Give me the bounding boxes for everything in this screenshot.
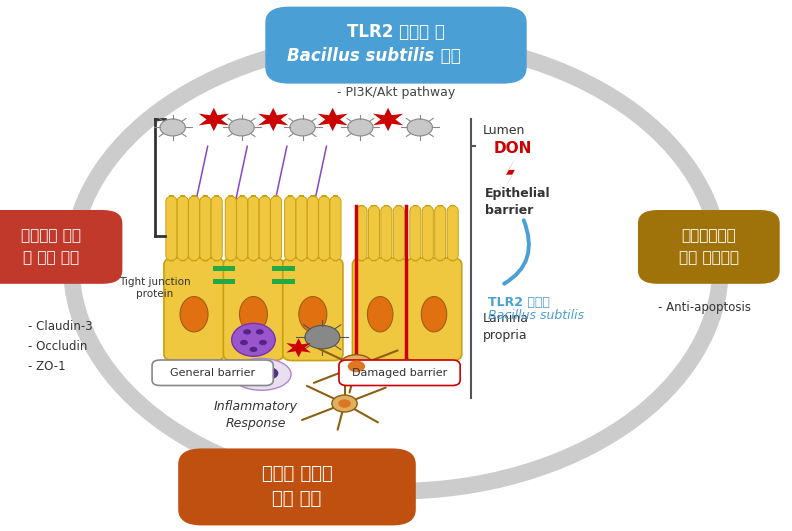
FancyBboxPatch shape: [296, 196, 307, 261]
Ellipse shape: [253, 367, 278, 380]
Text: - PI3K/Akt pathway: - PI3K/Akt pathway: [337, 86, 455, 99]
Text: 자극: 자극: [435, 47, 460, 65]
FancyBboxPatch shape: [339, 360, 460, 386]
FancyBboxPatch shape: [638, 210, 779, 284]
Circle shape: [348, 361, 365, 372]
Text: 질 발현 증가: 질 발현 증가: [24, 250, 79, 265]
Text: Bacillus subtilis: Bacillus subtilis: [488, 310, 584, 322]
FancyBboxPatch shape: [188, 196, 200, 261]
FancyBboxPatch shape: [381, 205, 392, 261]
FancyBboxPatch shape: [166, 196, 177, 261]
Polygon shape: [373, 108, 403, 131]
FancyBboxPatch shape: [237, 196, 248, 261]
FancyBboxPatch shape: [307, 196, 318, 261]
FancyBboxPatch shape: [271, 196, 282, 261]
Text: DON: DON: [494, 141, 532, 156]
Text: Tight junction
protein: Tight junction protein: [119, 277, 190, 299]
Text: 곰팡이독소에: 곰팡이독소에: [681, 228, 737, 243]
FancyBboxPatch shape: [164, 258, 224, 361]
FancyBboxPatch shape: [406, 258, 462, 361]
FancyBboxPatch shape: [225, 196, 236, 261]
Circle shape: [305, 326, 340, 349]
Text: TLR2 리간드 및: TLR2 리간드 및: [347, 23, 445, 41]
Polygon shape: [505, 158, 516, 187]
Text: TLR2 리간드: TLR2 리간드: [488, 296, 550, 309]
Text: - Anti-apoptosis: - Anti-apoptosis: [658, 301, 752, 314]
Text: Epithelial
barrier: Epithelial barrier: [485, 187, 550, 217]
FancyBboxPatch shape: [356, 205, 367, 261]
FancyBboxPatch shape: [213, 279, 235, 284]
FancyBboxPatch shape: [394, 205, 405, 261]
FancyBboxPatch shape: [447, 205, 459, 261]
Circle shape: [339, 355, 374, 378]
Text: Bacillus subtilis: Bacillus subtilis: [287, 47, 434, 65]
Ellipse shape: [180, 296, 208, 332]
Ellipse shape: [299, 296, 327, 332]
Ellipse shape: [231, 323, 276, 356]
FancyBboxPatch shape: [284, 196, 295, 261]
Circle shape: [332, 395, 357, 412]
Text: 타잇정션 단백: 타잇정션 단백: [21, 228, 82, 243]
Text: 대한 보호효과: 대한 보호효과: [679, 250, 739, 265]
Text: Lamina
propria: Lamina propria: [483, 312, 529, 341]
Text: General barrier: General barrier: [170, 368, 256, 378]
Polygon shape: [318, 108, 348, 131]
FancyBboxPatch shape: [272, 279, 295, 284]
Circle shape: [240, 340, 248, 345]
FancyBboxPatch shape: [330, 196, 341, 261]
Circle shape: [249, 347, 257, 352]
FancyArrowPatch shape: [505, 220, 529, 284]
FancyBboxPatch shape: [223, 258, 284, 361]
Circle shape: [259, 340, 267, 345]
Polygon shape: [199, 108, 229, 131]
Ellipse shape: [367, 296, 393, 332]
Text: Lumen: Lumen: [483, 124, 526, 136]
Polygon shape: [286, 338, 311, 357]
Circle shape: [256, 329, 264, 335]
Circle shape: [348, 119, 373, 136]
FancyBboxPatch shape: [272, 266, 295, 271]
FancyBboxPatch shape: [409, 205, 421, 261]
Text: Damaged barrier: Damaged barrier: [352, 368, 447, 378]
FancyBboxPatch shape: [318, 196, 329, 261]
Ellipse shape: [239, 296, 268, 332]
Ellipse shape: [421, 296, 447, 332]
FancyBboxPatch shape: [211, 196, 223, 261]
Text: - Claudin-3
- Occludin
- ZO-1: - Claudin-3 - Occludin - ZO-1: [28, 320, 93, 373]
FancyBboxPatch shape: [248, 196, 259, 261]
Circle shape: [243, 329, 251, 335]
FancyBboxPatch shape: [265, 6, 527, 83]
FancyBboxPatch shape: [435, 205, 446, 261]
FancyBboxPatch shape: [259, 196, 270, 261]
Circle shape: [338, 399, 351, 408]
FancyBboxPatch shape: [177, 196, 188, 261]
FancyBboxPatch shape: [152, 360, 273, 386]
Circle shape: [407, 119, 432, 136]
Circle shape: [229, 119, 254, 136]
FancyBboxPatch shape: [200, 196, 211, 261]
FancyBboxPatch shape: [0, 210, 123, 284]
FancyBboxPatch shape: [178, 448, 416, 526]
Polygon shape: [258, 108, 288, 131]
FancyBboxPatch shape: [352, 258, 408, 361]
FancyBboxPatch shape: [283, 258, 343, 361]
Text: 비율 감소: 비율 감소: [272, 490, 322, 508]
FancyBboxPatch shape: [213, 266, 235, 271]
Text: 염증성 단핵구: 염증성 단핵구: [261, 465, 333, 483]
Circle shape: [160, 119, 185, 136]
Text: Inflammatory
Response: Inflammatory Response: [214, 400, 298, 430]
Ellipse shape: [232, 358, 291, 390]
FancyBboxPatch shape: [422, 205, 433, 261]
FancyBboxPatch shape: [368, 205, 379, 261]
Circle shape: [290, 119, 315, 136]
